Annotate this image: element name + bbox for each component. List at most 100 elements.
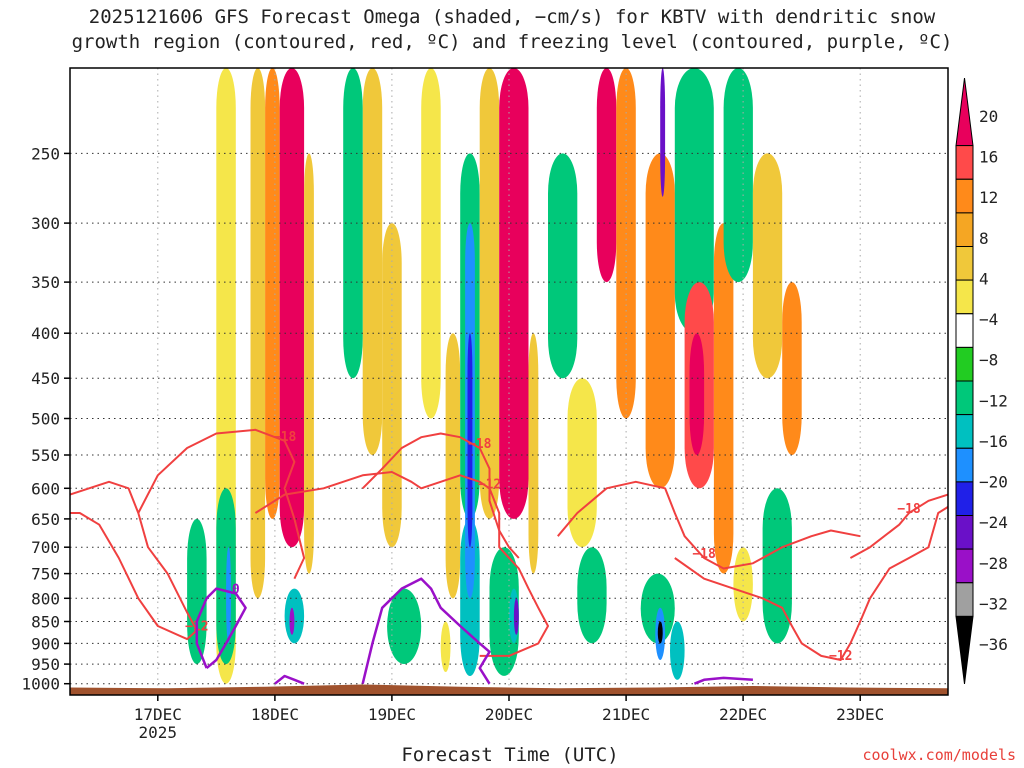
colorbar-label-3: 8 xyxy=(979,229,989,248)
grid-lines xyxy=(70,68,948,695)
dgz-contour-2 xyxy=(254,471,549,657)
omega-cell-6 xyxy=(216,488,236,665)
credit-link[interactable]: coolwx.com/models xyxy=(862,746,1016,764)
colorbar-swatch-9 xyxy=(955,414,974,449)
x-tick-label-3: 20DEC xyxy=(485,705,533,724)
omega-cell-21 xyxy=(479,68,500,519)
colorbar-swatch-12 xyxy=(955,515,974,550)
dgz-contour-3 xyxy=(361,432,520,559)
y-tick-label-350: 350 xyxy=(31,273,60,292)
colorbar-swatch-3 xyxy=(955,212,974,247)
y-tick-label-400: 400 xyxy=(31,324,60,343)
dgz-contour-1 xyxy=(137,428,306,580)
x-tick-label-1: 18DEC xyxy=(251,705,299,724)
omega-cell-38 xyxy=(674,68,714,334)
colorbar-swatch-8 xyxy=(955,380,974,416)
omega-cell-44 xyxy=(752,153,783,379)
omega-cell-41 xyxy=(713,223,734,574)
omega-cell-14 xyxy=(343,68,363,379)
omega-cell-45 xyxy=(782,282,802,455)
y-tick-label-750: 750 xyxy=(31,565,60,584)
x-tick-label-6: 23DEC xyxy=(836,705,884,724)
omega-cell-29 xyxy=(577,547,607,644)
chart-title-line-2: growth region (contoured, red, ºC) and f… xyxy=(71,31,953,53)
omega-cell-8 xyxy=(284,588,305,644)
omega-cell-28 xyxy=(567,378,597,548)
omega-cell-13 xyxy=(445,333,461,599)
colorbar-label-11: −28 xyxy=(979,554,1008,573)
terrain-fill xyxy=(70,684,948,695)
omega-cell-11 xyxy=(382,223,402,548)
colorbar-label-6: −8 xyxy=(979,351,998,370)
x-tick-label-5: 22DEC xyxy=(719,705,767,724)
omega-cell-9 xyxy=(289,607,295,635)
colorbar-swatch-11 xyxy=(955,481,974,516)
colorbar-swatch-13 xyxy=(955,548,974,584)
dgz-contour-4 xyxy=(557,480,861,570)
omega-cell-4 xyxy=(304,153,314,574)
dgz-contour-6 xyxy=(849,493,948,559)
x-tick-sublabel-0: 2025 xyxy=(139,723,178,742)
freezing-contour-0 xyxy=(195,587,247,670)
y-tick-label-600: 600 xyxy=(31,479,60,498)
omega-cell-12 xyxy=(421,68,441,419)
colorbar-swatch-14 xyxy=(955,582,974,617)
colorbar-label-9: −20 xyxy=(979,473,1008,492)
freezing-contour-3 xyxy=(693,676,753,685)
omega-cell-36 xyxy=(660,68,666,197)
omega-cell-32 xyxy=(645,153,675,489)
omega-cell-2 xyxy=(265,68,280,519)
omega-cell-30 xyxy=(596,68,617,283)
colorbar-label-0: 20 xyxy=(979,107,998,126)
y-tick-label-950: 950 xyxy=(31,655,60,674)
x-tick-label-0: 17DEC xyxy=(134,705,182,724)
omega-cell-7 xyxy=(226,547,231,644)
omega-cell-40 xyxy=(689,333,705,455)
y-tick-label-700: 700 xyxy=(31,538,60,557)
y-axis: 250 300 350 400 450 500 550 600 650 700 750 800 850 9… xyxy=(21,144,70,694)
colorbar-swatch-2 xyxy=(955,178,974,214)
colorbar-label-4: 4 xyxy=(979,270,989,289)
omega-cell-22 xyxy=(499,68,529,519)
freezing-contour-2 xyxy=(361,577,491,685)
chart-title-line-1: 2025121606 GFS Forecast Omega (shaded, −… xyxy=(88,6,936,28)
colorbar-swatch-10 xyxy=(955,447,974,483)
freezing-contour-label-0: 0 xyxy=(232,583,240,598)
y-tick-label-1000: 1000 xyxy=(21,675,60,694)
colorbar-label-13: −36 xyxy=(979,635,1008,654)
y-tick-label-550: 550 xyxy=(31,446,60,465)
omega-cell-16 xyxy=(440,621,451,672)
freezing-contour-1 xyxy=(274,674,305,685)
x-tick-label-2: 19DEC xyxy=(368,705,416,724)
dgz-contour-5 xyxy=(674,506,948,661)
omega-cell-33 xyxy=(640,573,675,644)
y-tick-label-900: 900 xyxy=(31,634,60,653)
omega-shading xyxy=(187,68,802,684)
colorbar-label-2: 12 xyxy=(979,188,998,207)
freezing-level-contours: 0 xyxy=(195,577,753,685)
omega-cell-37 xyxy=(670,621,685,680)
omega-cell-35 xyxy=(657,621,663,644)
colorbar-label-7: −12 xyxy=(979,391,1008,410)
omega-cell-46 xyxy=(762,488,792,644)
colorbar: 20 16 12 8 4 −4 −8 −12 −16 −20 −24 −28 −32 −36 xyxy=(955,77,1008,685)
omega-cell-43 xyxy=(723,68,753,283)
colorbar-label-12: −32 xyxy=(979,594,1008,613)
dgz-contour-label-4: −18 xyxy=(692,547,716,562)
y-tick-label-300: 300 xyxy=(31,214,60,233)
omega-cell-31 xyxy=(616,68,636,419)
colorbar-swatch-1 xyxy=(955,145,974,180)
colorbar-swatch-7 xyxy=(955,346,974,382)
omega-cell-10 xyxy=(362,68,383,455)
dgz-contour-label-3: −18 xyxy=(468,437,492,452)
y-tick-label-650: 650 xyxy=(31,510,60,529)
y-tick-label-800: 800 xyxy=(31,589,60,608)
colorbar-label-10: −24 xyxy=(979,513,1008,532)
omega-cell-27 xyxy=(548,153,578,379)
x-tick-label-4: 21DEC xyxy=(602,705,650,724)
x-axis-title: Forecast Time (UTC) xyxy=(401,744,619,766)
colorbar-swatch-0 xyxy=(955,77,974,147)
colorbar-swatch-5 xyxy=(955,279,974,315)
